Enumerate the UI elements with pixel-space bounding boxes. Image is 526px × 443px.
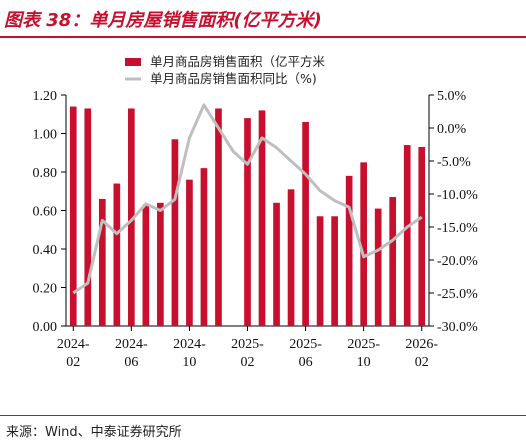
bar	[273, 202, 280, 326]
axes: 0.00 0.20 0.40 0.60 0.80 1.00 1.20 -30.0% -25.0%…	[33, 89, 479, 335]
bar	[186, 179, 193, 326]
bar	[128, 108, 135, 326]
x-tick-label: 2025-	[289, 337, 322, 352]
bar	[287, 189, 295, 326]
x-tick-label: 2024-	[57, 337, 90, 352]
bar	[302, 121, 309, 326]
x-tick-label: 10	[357, 355, 371, 370]
right-tick-label: 0.0%	[437, 122, 467, 137]
x-tick-label: 06	[124, 355, 138, 370]
right-tick-label: -15.0%	[437, 221, 478, 236]
right-tick-label: -30.0%	[437, 320, 478, 335]
x-tick-label: 2024-	[115, 337, 148, 352]
footer-divider	[0, 415, 526, 416]
combo-chart: 单月商品房销售面积（亿平方米 单月商品房销售面积同比（%) 0.000.200.…	[33, 54, 479, 370]
bar	[316, 216, 324, 326]
bar	[389, 197, 397, 326]
left-tick-label: 1.00	[33, 128, 58, 143]
legend-label-line: 单月商品房销售面积同比（%)	[150, 71, 317, 86]
x-tick-label: 02	[66, 355, 80, 370]
x-tick-label: 02	[241, 355, 255, 370]
x-tick-label: 2025-	[231, 337, 264, 352]
bar	[98, 198, 106, 326]
bar	[244, 118, 251, 326]
bar	[113, 183, 121, 326]
bar	[345, 175, 353, 326]
bar	[84, 108, 92, 326]
x-tick-label: 2026-	[405, 337, 438, 352]
legend-label-bar: 单月商品房销售面积（亿平方米	[150, 54, 326, 69]
left-tick-label: 0.20	[33, 282, 58, 297]
x-tick-label: 2024-	[173, 337, 206, 352]
left-tick-label: 0.00	[33, 320, 58, 335]
bar	[360, 162, 367, 326]
bar	[157, 202, 164, 326]
bar	[258, 110, 266, 327]
bar	[200, 168, 208, 326]
source-note: 来源：Wind、中泰证券研究所	[6, 425, 182, 440]
right-tick-label: -10.0%	[437, 188, 478, 203]
legend-swatch-bar	[125, 58, 141, 66]
right-tick-label: -20.0%	[437, 254, 478, 269]
x-tick-label: 02	[415, 355, 429, 370]
left-tick-label: 0.40	[33, 243, 58, 258]
x-tick-label: 2025-	[347, 337, 380, 352]
right-tick-label: 5.0%	[437, 89, 467, 104]
left-tick-label: 1.20	[33, 89, 58, 104]
bar	[403, 145, 411, 326]
bar	[69, 106, 77, 326]
bar	[142, 204, 150, 326]
line-series	[72, 103, 423, 295]
bar	[418, 146, 426, 326]
bar	[331, 216, 338, 326]
right-tick-label: -5.0%	[437, 155, 471, 170]
x-tick-label: 06	[299, 355, 313, 370]
bar	[215, 108, 222, 326]
left-tick-label: 0.80	[33, 166, 58, 181]
title-divider	[0, 36, 526, 38]
page-title: 图表 38：单月房屋销售面积(亿平方米)	[4, 10, 322, 31]
bar	[374, 208, 382, 326]
right-tick-label: -25.0%	[437, 287, 478, 302]
bar	[171, 139, 179, 326]
legend: 单月商品房销售面积（亿平方米 单月商品房销售面积同比（%)	[125, 54, 326, 86]
x-tick-label: 10	[182, 355, 196, 370]
x-axis-ticks: 2024- 02 2024- 06 2024- 10 2025- 02 2025- 06 2025-…	[57, 326, 438, 370]
left-tick-label: 0.60	[33, 205, 58, 220]
bar-series	[69, 106, 426, 327]
